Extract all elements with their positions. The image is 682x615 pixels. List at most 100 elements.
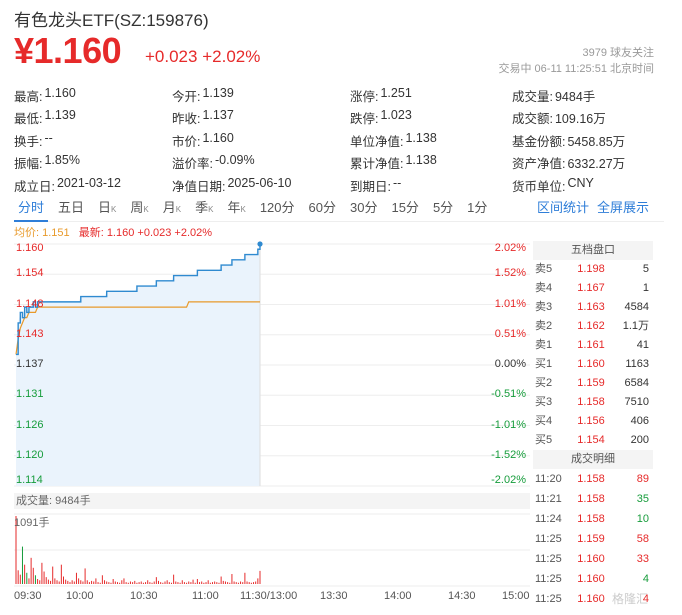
book-volume: 5 xyxy=(642,263,649,275)
tab-k-suffix: K xyxy=(208,204,214,214)
book-price: 1.162 xyxy=(577,320,605,332)
avg-price-line xyxy=(15,301,260,355)
bid-row: 买2 1.159 6584 xyxy=(533,374,653,393)
trade-price: 1.160 xyxy=(577,573,605,585)
tab-12[interactable]: 1分 xyxy=(467,199,488,215)
volume-chart-svg xyxy=(14,513,530,587)
tab-6[interactable]: 年K xyxy=(227,199,246,215)
info-value: 1.138 xyxy=(405,130,437,145)
tab-10[interactable]: 15分 xyxy=(391,199,419,215)
info-key: 单位净值: xyxy=(350,134,404,149)
order-book-panel: 五档盘口 卖5 1.198 5 卖4 1.167 1 卖3 1.163 4584 卖2 1.162 1.… xyxy=(533,241,653,609)
info-row: 最低: 1.139 昨收: 1.137 跌停: 1.023 成交额: 109.16万 xyxy=(14,107,674,130)
price-line xyxy=(16,244,261,356)
x-tick: 13:30 xyxy=(320,590,348,602)
volume-header: 成交量: 9484手 xyxy=(14,493,530,509)
info-cell: 溢价率: -0.09% xyxy=(172,153,350,172)
book-level: 买3 xyxy=(535,396,553,408)
chart-legend: 均价: 1.151 最新: 1.160 +0.023 +2.02% xyxy=(14,224,212,240)
info-cell: 单位净值: 1.138 xyxy=(350,131,512,150)
price-area xyxy=(16,244,260,486)
info-cell: 最高: 1.160 xyxy=(14,86,172,105)
info-cell: 累计净值: 1.138 xyxy=(350,153,512,172)
info-value: 9484手 xyxy=(554,89,596,104)
ask-row: 卖5 1.198 5 xyxy=(533,260,653,279)
info-key: 成交额: xyxy=(512,112,553,127)
follow-count[interactable]: 3979 球友关注 xyxy=(582,47,654,59)
tab-11[interactable]: 5分 xyxy=(432,199,454,215)
info-key: 最高: xyxy=(14,89,43,104)
book-level: 买5 xyxy=(535,434,553,446)
avg-price-label: 均价: 1.151 xyxy=(14,227,70,239)
y-tick-right: 0.00% xyxy=(494,358,526,370)
book-level: 买1 xyxy=(535,358,553,370)
trade-time: 11:20 xyxy=(535,473,562,485)
trade-volume: 33 xyxy=(636,553,649,565)
tab-0[interactable]: 分时 xyxy=(14,196,49,222)
info-value: 1.160 xyxy=(44,85,76,100)
ask-row: 卖2 1.162 1.1万 xyxy=(533,317,653,336)
y-tick-right: -0.51% xyxy=(491,388,526,401)
book-price: 1.167 xyxy=(577,282,605,294)
book-volume: 406 xyxy=(630,415,649,427)
trade-time: 11:25 xyxy=(535,593,562,605)
tab-5[interactable]: 季K xyxy=(195,199,214,215)
y-tick-right: 1.01% xyxy=(494,297,526,310)
tab-3[interactable]: 周K xyxy=(130,199,149,215)
tab-1[interactable]: 五日 xyxy=(58,199,85,215)
info-row: 换手: -- 市价: 1.160 单位净值: 1.138 基金份额: 5458.85万 xyxy=(14,129,674,152)
info-value: 1.160 xyxy=(202,130,234,145)
book-level: 买2 xyxy=(535,377,553,389)
info-cell: 今开: 1.139 xyxy=(172,86,350,105)
info-key: 货币单位: xyxy=(512,179,566,194)
info-cell: 最低: 1.139 xyxy=(14,108,172,127)
y-tick-left: 1.160 xyxy=(16,242,44,254)
info-cell: 到期日: -- xyxy=(350,176,512,195)
book-volume: 1 xyxy=(642,282,649,294)
bid-row: 买4 1.156 406 xyxy=(533,412,653,431)
book-volume: 41 xyxy=(636,339,649,351)
x-tick: 10:00 xyxy=(66,590,94,602)
ask-row: 卖3 1.163 4584 xyxy=(533,298,653,317)
tab-2[interactable]: 日K xyxy=(98,199,117,215)
x-tick: 14:30 xyxy=(448,590,476,602)
y-tick-left: 1.131 xyxy=(16,388,44,401)
info-cell: 货币单位: CNY xyxy=(512,176,672,195)
book-level: 卖2 xyxy=(535,320,553,332)
info-cell: 资产净值: 6332.27万 xyxy=(512,153,672,172)
info-cell: 市价: 1.160 xyxy=(172,131,350,150)
info-value: 1.85% xyxy=(44,153,80,168)
range-stats-link[interactable]: 区间统计 xyxy=(537,200,590,215)
info-key: 跌停: xyxy=(350,112,379,127)
y-tick-left: 1.148 xyxy=(16,297,44,310)
tab-4[interactable]: 月K xyxy=(162,199,182,215)
book-price: 1.161 xyxy=(577,339,605,351)
bid-row: 买1 1.160 1163 xyxy=(533,355,653,374)
info-cell: 成交额: 109.16万 xyxy=(512,108,672,127)
tab-7[interactable]: 120分 xyxy=(259,199,295,215)
trade-time: 11:25 xyxy=(535,553,562,565)
y-tick-left: 1.154 xyxy=(16,267,44,280)
trade-volume: 4 xyxy=(642,593,649,605)
intraday-chart[interactable]: 1.160 2.02% 1.154 1.52% 1.148 1.01% 1.143 0.51%… xyxy=(14,238,530,490)
volume-chart xyxy=(14,510,530,588)
fullscreen-link[interactable]: 全屏展示 xyxy=(597,200,650,215)
book-level: 卖1 xyxy=(535,339,553,351)
trade-time: 11:24 xyxy=(535,513,562,525)
info-key: 换手: xyxy=(14,134,43,149)
info-key: 今开: xyxy=(172,89,201,104)
tab-k-suffix: K xyxy=(240,204,246,214)
price-change: +0.023 +2.02% xyxy=(145,47,260,67)
book-level: 卖4 xyxy=(535,282,553,294)
info-cell: 净值日期: 2025-06-10 xyxy=(172,176,350,195)
y-tick-left: 1.120 xyxy=(16,448,44,461)
tab-8[interactable]: 60分 xyxy=(308,199,336,215)
tab-k-suffix: K xyxy=(175,204,182,214)
info-key: 成交量: xyxy=(512,89,553,104)
book-volume: 7510 xyxy=(624,396,649,408)
info-key: 最低: xyxy=(14,112,43,127)
book-price: 1.154 xyxy=(577,434,605,446)
watermark-logo: 格隆汇 xyxy=(612,592,649,606)
y-tick-right: -1.01% xyxy=(491,418,526,431)
tab-9[interactable]: 30分 xyxy=(350,199,378,215)
